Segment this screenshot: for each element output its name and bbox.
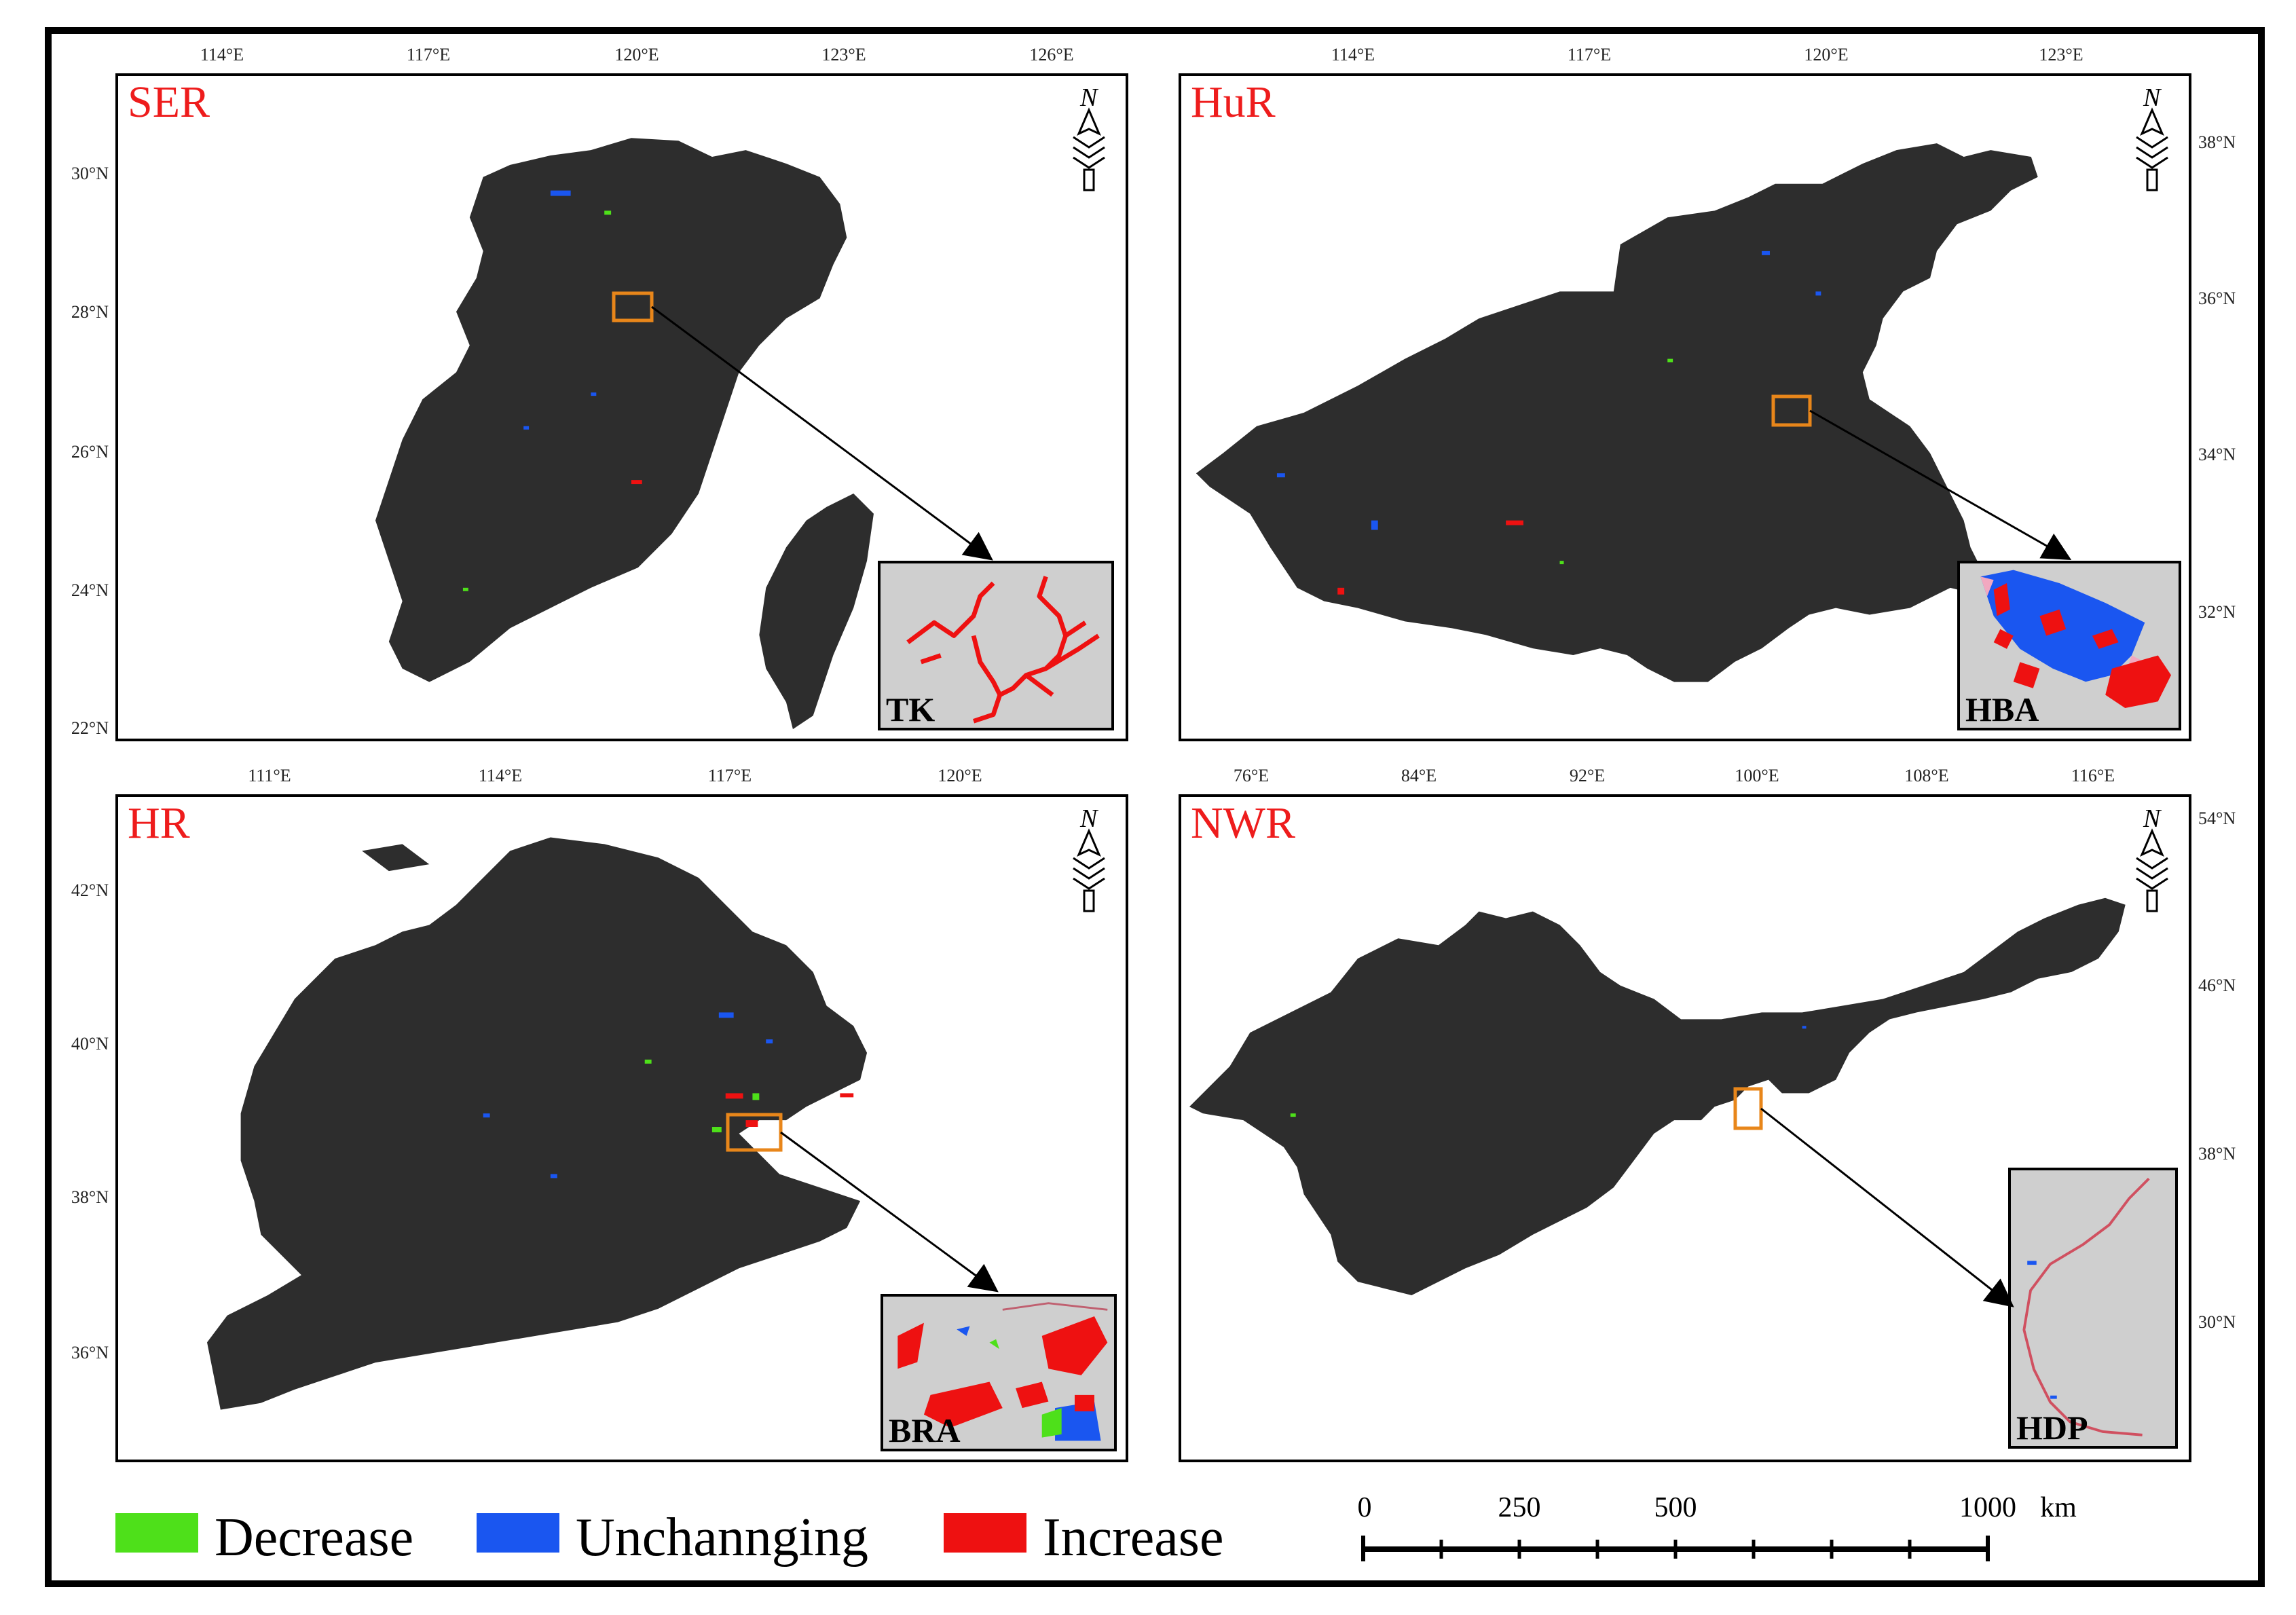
taiwan-shape: [759, 493, 874, 730]
ser-lat-tick: 22°N: [71, 718, 109, 738]
ser-lon-tick: 117°E: [406, 45, 451, 64]
ser-lat-tick: 30°N: [71, 164, 109, 183]
legend-swatch-decrease: [115, 1513, 198, 1553]
inset-hdp: HDP: [2008, 1168, 2178, 1449]
legend-label: Unchannging: [576, 1508, 869, 1567]
hur-lat-tick: 38°N: [2198, 132, 2236, 152]
hr-lon-tick: 117°E: [707, 766, 752, 785]
nwr-lat-tick: 38°N: [2198, 1144, 2236, 1164]
inset-tk: TK: [878, 561, 1114, 730]
region-label-nwr: NWR: [1191, 798, 1295, 848]
north-arrow-icon: N: [1065, 804, 1113, 919]
hr-basin-shape: [207, 837, 868, 1410]
hr-lat-tick: 36°N: [71, 1343, 109, 1362]
hur-lon-tick: 120°E: [1804, 45, 1849, 64]
north-arrow-icon: N: [1065, 83, 1113, 198]
scale-label: 500: [1654, 1492, 1697, 1523]
hur-lon-tick: 114°E: [1331, 45, 1375, 64]
ser-lon-tick: 120°E: [614, 45, 659, 64]
nwr-lat-tick: 54°N: [2198, 809, 2236, 828]
nwr-region-shape: [1189, 897, 2126, 1295]
inset-label-hba: HBA: [1965, 690, 2039, 728]
legend-label: Increase: [1043, 1508, 1224, 1567]
inset-label-hdp: HDP: [2016, 1409, 2088, 1447]
nwr-lon-tick: 100°E: [1735, 766, 1779, 785]
ser-lon-tick: 114°E: [200, 45, 244, 64]
nwr-lon-tick: 92°E: [1569, 766, 1606, 785]
hr-lon-tick: 111°E: [248, 766, 291, 785]
hur-lon-tick: 123°E: [2039, 45, 2084, 64]
tk-reservoir-map: [906, 576, 1100, 724]
region-label-ser: SER: [128, 77, 210, 127]
nwr-lon-tick: 116°E: [2071, 766, 2115, 785]
bra-coastal-map: [897, 1302, 1108, 1441]
ser-lon-tick: 126°E: [1029, 45, 1074, 64]
north-arrow-icon: N: [2128, 804, 2176, 919]
north-letter: N: [1079, 804, 1099, 833]
ser-mainland-shape: [375, 138, 847, 682]
hur-basin-shape: [1196, 143, 2038, 682]
nwr-lon-tick: 84°E: [1401, 766, 1437, 785]
legend-label: Decrease: [215, 1508, 414, 1567]
inset-bra: BRA: [881, 1294, 1117, 1451]
hr-lat-tick: 40°N: [71, 1034, 109, 1054]
region-label-hr: HR: [128, 798, 190, 848]
north-letter: N: [2143, 83, 2162, 112]
north-arrow-icon: N: [2128, 83, 2176, 198]
hr-lat-tick: 42°N: [71, 880, 109, 900]
north-letter: N: [2143, 804, 2162, 833]
hba-lake-map: [1980, 570, 2172, 708]
hr-lat-tick: 38°N: [71, 1187, 109, 1207]
scale-label: 250: [1498, 1492, 1541, 1523]
region-label-hur: HuR: [1191, 77, 1276, 127]
north-letter: N: [1079, 83, 1099, 112]
hr-lon-tick: 120°E: [938, 766, 982, 785]
map-panel-ser: SER N: [115, 73, 1128, 741]
hdp-river-map: [2022, 1177, 2150, 1436]
inset-hba: HBA: [1957, 561, 2181, 730]
ser-lon-tick: 123°E: [821, 45, 866, 64]
hur-lat-tick: 34°N: [2198, 445, 2236, 464]
inset-label-tk: TK: [886, 690, 936, 728]
scale-label: 1000: [1959, 1492, 2016, 1523]
nwr-region-map: [1189, 897, 2126, 1295]
nwr-lon-tick: 76°E: [1233, 766, 1270, 785]
scale-unit: km: [2040, 1492, 2077, 1523]
scale-label: 0: [1357, 1492, 1372, 1523]
nwr-lon-tick: 108°E: [1904, 766, 1949, 785]
hur-lon-tick: 117°E: [1567, 45, 1612, 64]
ser-lat-tick: 24°N: [71, 580, 109, 600]
hr-lon-tick: 114°E: [478, 766, 523, 785]
ser-lat-tick: 26°N: [71, 442, 109, 462]
nwr-lat-tick: 46°N: [2198, 976, 2236, 995]
legend-swatch-unchanging: [477, 1513, 559, 1553]
nwr-lat-tick: 30°N: [2198, 1312, 2236, 1332]
ser-lat-tick: 28°N: [71, 302, 109, 322]
hur-lat-tick: 36°N: [2198, 289, 2236, 308]
inset-label-bra: BRA: [889, 1411, 961, 1449]
hur-lat-tick: 32°N: [2198, 602, 2236, 622]
legend-swatch-increase: [944, 1513, 1026, 1553]
